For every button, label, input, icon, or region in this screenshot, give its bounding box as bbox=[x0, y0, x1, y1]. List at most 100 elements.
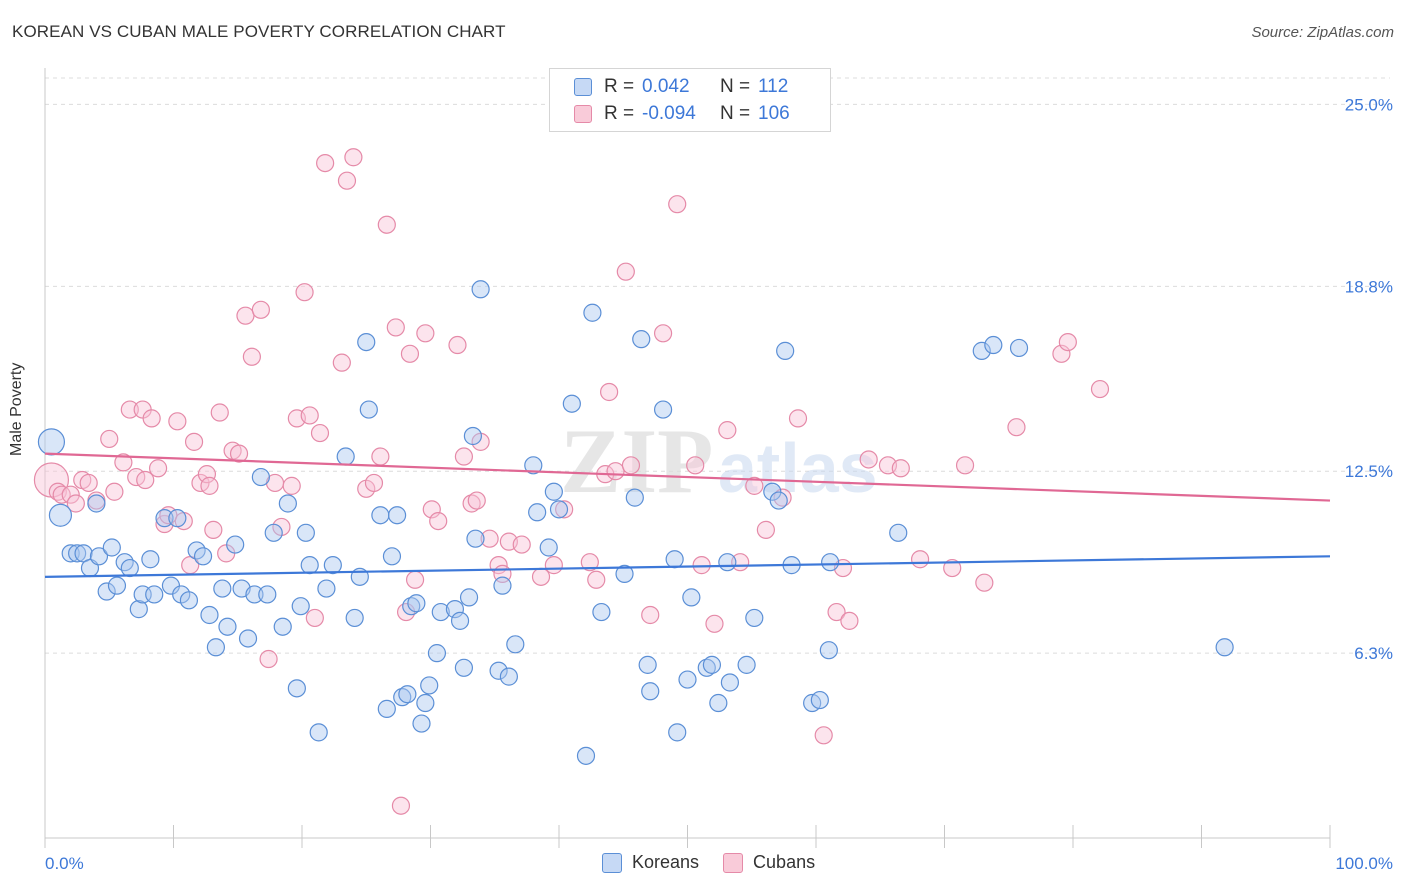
chart-title: KOREAN VS CUBAN MALE POVERTY CORRELATION… bbox=[12, 22, 506, 41]
korean-point bbox=[287, 679, 306, 698]
cuban-point bbox=[422, 500, 441, 519]
korean-point bbox=[528, 503, 547, 522]
korean-point bbox=[278, 494, 297, 513]
korean-point bbox=[539, 538, 558, 557]
korean-point bbox=[1009, 338, 1029, 358]
cuban-point bbox=[606, 462, 625, 481]
cuban-point bbox=[300, 406, 319, 425]
koreans-points bbox=[37, 280, 1234, 765]
korean-point bbox=[393, 688, 412, 707]
korean-point bbox=[371, 506, 390, 525]
legend-item-cubans[interactable]: Cubans bbox=[723, 852, 815, 873]
korean-point bbox=[145, 585, 164, 604]
korean-point bbox=[459, 588, 479, 607]
legend-r-label: R = bbox=[604, 76, 635, 97]
korean-point bbox=[336, 447, 355, 466]
korean-point bbox=[549, 500, 569, 519]
cuban-point bbox=[653, 324, 673, 343]
korean-point bbox=[309, 723, 328, 742]
cuban-point bbox=[332, 353, 351, 372]
cuban-point bbox=[229, 444, 249, 463]
korean-point bbox=[115, 553, 134, 572]
cuban-point bbox=[79, 473, 98, 493]
y-axis-label: Male Poverty bbox=[8, 362, 25, 456]
korean-point bbox=[697, 658, 716, 677]
y-tick-label: 25.0% bbox=[1345, 95, 1393, 114]
korean-point bbox=[317, 579, 336, 598]
cubans-trendline bbox=[44, 452, 1331, 502]
legend-item-koreans[interactable]: Koreans bbox=[602, 852, 699, 873]
cuban-point bbox=[641, 605, 660, 625]
korean-point bbox=[1215, 638, 1234, 657]
korean-point bbox=[206, 638, 226, 657]
cuban-point bbox=[236, 306, 255, 325]
korean-point bbox=[89, 547, 109, 566]
cuban-point bbox=[621, 456, 641, 475]
cuban-point bbox=[462, 494, 481, 513]
legend-n-value-koreans: 112 bbox=[758, 76, 789, 97]
watermark-atlas: atlas bbox=[718, 429, 878, 507]
cuban-point bbox=[197, 465, 217, 484]
korean-point bbox=[665, 550, 684, 569]
korean-point bbox=[889, 523, 908, 542]
legend-r-label: R = bbox=[604, 103, 635, 124]
cuban-point bbox=[692, 556, 711, 575]
cuban-point bbox=[587, 570, 606, 589]
cuban-point bbox=[405, 570, 425, 589]
korean-point bbox=[179, 591, 199, 610]
korean-point bbox=[583, 303, 602, 322]
cuban-point bbox=[305, 608, 324, 628]
korean-point bbox=[407, 594, 426, 613]
koreans-trendline bbox=[44, 555, 1331, 578]
cuban-point bbox=[210, 403, 229, 422]
legend-label-koreans: Koreans bbox=[632, 852, 700, 872]
cuban-point bbox=[955, 456, 975, 475]
cuban-point bbox=[204, 520, 223, 539]
korean-point bbox=[48, 503, 73, 527]
korean-point bbox=[387, 506, 407, 525]
korean-point bbox=[97, 582, 116, 601]
korean-point bbox=[776, 341, 795, 360]
korean-point bbox=[489, 661, 508, 680]
korean-point bbox=[359, 400, 378, 419]
korean-point bbox=[323, 556, 342, 575]
cuban-point bbox=[1058, 332, 1077, 352]
y-tick-label: 6.3% bbox=[1354, 644, 1393, 663]
korean-point bbox=[821, 553, 840, 572]
korean-point bbox=[251, 467, 270, 487]
cuban-point bbox=[859, 450, 878, 469]
cubans-swatch bbox=[574, 105, 592, 123]
cuban-point bbox=[756, 520, 775, 539]
cuban-point bbox=[184, 432, 204, 451]
cuban-point bbox=[454, 447, 474, 466]
correlation-legend: R = 0.042 N = 112 R = -0.094 N = 106 bbox=[549, 68, 831, 132]
cuban-point bbox=[100, 429, 119, 449]
cuban-point bbox=[827, 602, 846, 622]
cuban-point bbox=[975, 573, 994, 592]
korean-point bbox=[972, 341, 991, 360]
korean-point bbox=[720, 673, 740, 692]
cuban-point bbox=[686, 456, 705, 475]
cuban-point bbox=[1007, 418, 1026, 437]
korean-point bbox=[68, 544, 87, 563]
cuban-point bbox=[386, 318, 405, 337]
korean-point bbox=[682, 588, 701, 607]
korean-point bbox=[678, 670, 697, 689]
cuban-point bbox=[377, 215, 396, 234]
cuban-point bbox=[840, 611, 859, 630]
korean-point bbox=[107, 576, 127, 595]
korean-point bbox=[745, 608, 764, 628]
korean-point bbox=[377, 699, 396, 718]
cuban-point bbox=[148, 459, 168, 478]
cuban-point bbox=[142, 409, 161, 428]
korean-point bbox=[87, 494, 106, 513]
cuban-point bbox=[512, 535, 531, 554]
korean-point bbox=[641, 682, 660, 701]
korean-point bbox=[291, 597, 310, 616]
cuban-point bbox=[705, 614, 724, 633]
korean-point bbox=[454, 658, 474, 677]
korean-point bbox=[416, 693, 435, 713]
korean-point bbox=[382, 547, 402, 566]
korean-point bbox=[427, 644, 447, 663]
cuban-point bbox=[344, 148, 363, 167]
